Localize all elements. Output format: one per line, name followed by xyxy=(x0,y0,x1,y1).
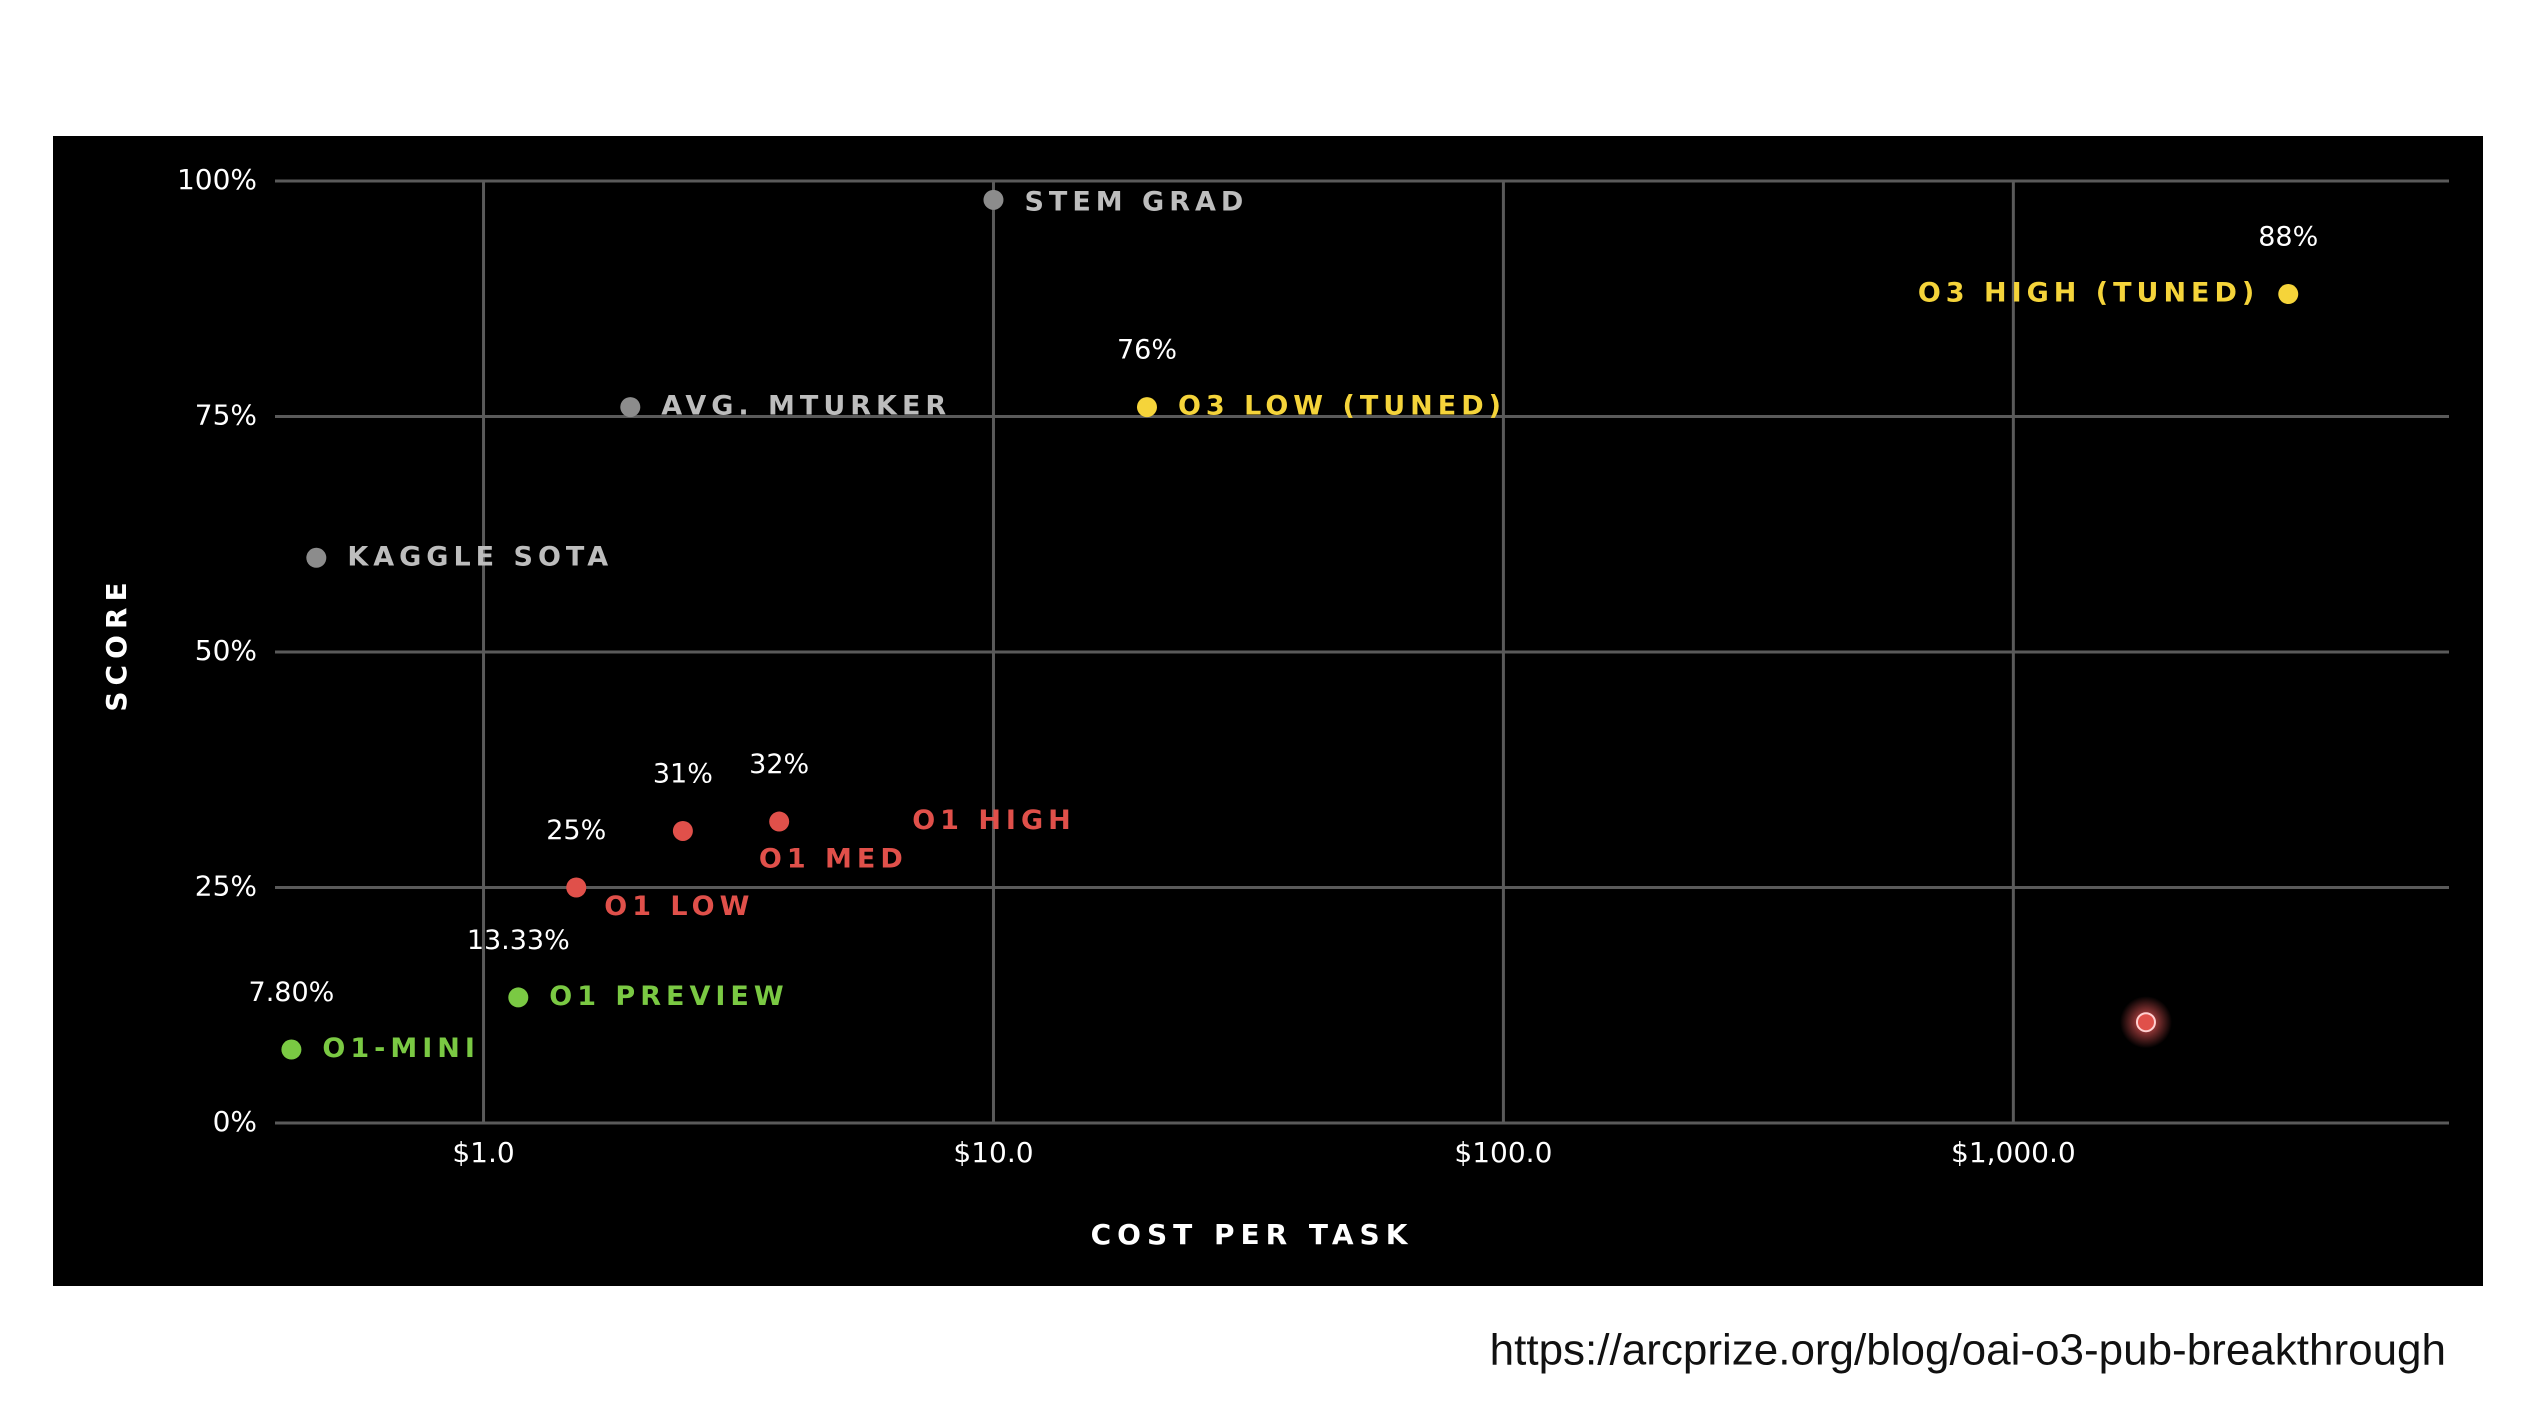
value-label: 32% xyxy=(749,749,809,780)
point xyxy=(508,987,529,1008)
point xyxy=(769,811,790,832)
y-tick-label: 50% xyxy=(195,634,257,667)
x-tick-label: $10.0 xyxy=(953,1136,1033,1169)
point xyxy=(566,877,587,898)
point xyxy=(281,1039,302,1060)
point-label: O1 LOW xyxy=(604,891,754,922)
x-tick-label: $100.0 xyxy=(1454,1136,1552,1169)
value-label: 25% xyxy=(546,815,606,846)
y-tick-label: 75% xyxy=(195,399,257,432)
value-label: 76% xyxy=(1117,335,1177,366)
x-tick-label: $1.0 xyxy=(452,1136,514,1169)
point-label: O1 PREVIEW xyxy=(549,981,788,1012)
point xyxy=(2278,284,2299,305)
grid: 0% 25% 50% 75% 100% $1.0 $10.0 $100.0 $1,000.0 xyxy=(177,163,2449,1169)
y-tick-label: 100% xyxy=(177,163,257,196)
point xyxy=(672,820,693,841)
y-tick-label: 0% xyxy=(213,1105,257,1138)
y-tick-label: 25% xyxy=(195,870,257,903)
point xyxy=(2135,1012,2156,1033)
point-label: O1 MED xyxy=(759,843,908,874)
point xyxy=(306,547,327,568)
point-label: O3 LOW (TUNED) xyxy=(1178,391,1506,422)
marks: STEM GRAD AVG. MTURKER KAGGLE SOTA O3 LOW (… xyxy=(249,186,2319,1064)
source-url: https://arcprize.org/blog/oai-o3-pub-bre… xyxy=(1490,1326,2446,1375)
point xyxy=(1136,397,1157,418)
point-label: STEM GRAD xyxy=(1024,186,1248,217)
point xyxy=(620,397,641,418)
point-label: O1 HIGH xyxy=(912,805,1076,836)
x-axis-title: COST PER TASK xyxy=(1091,1218,1414,1251)
point-label: O3 HIGH (TUNED) xyxy=(1918,278,2259,309)
point xyxy=(983,189,1004,210)
y-axis-title: SCORE xyxy=(100,576,133,711)
x-tick-label: $1,000.0 xyxy=(1951,1136,2076,1169)
point-label: AVG. MTURKER xyxy=(661,391,951,422)
point-label: O1-MINI xyxy=(322,1033,480,1064)
value-label: 88% xyxy=(2258,222,2318,253)
value-label: 13.33% xyxy=(467,925,570,956)
value-label: 7.80% xyxy=(249,977,335,1008)
chart-background xyxy=(53,136,2483,1286)
point-label: KAGGLE SOTA xyxy=(347,541,613,572)
value-label: 31% xyxy=(653,758,713,789)
